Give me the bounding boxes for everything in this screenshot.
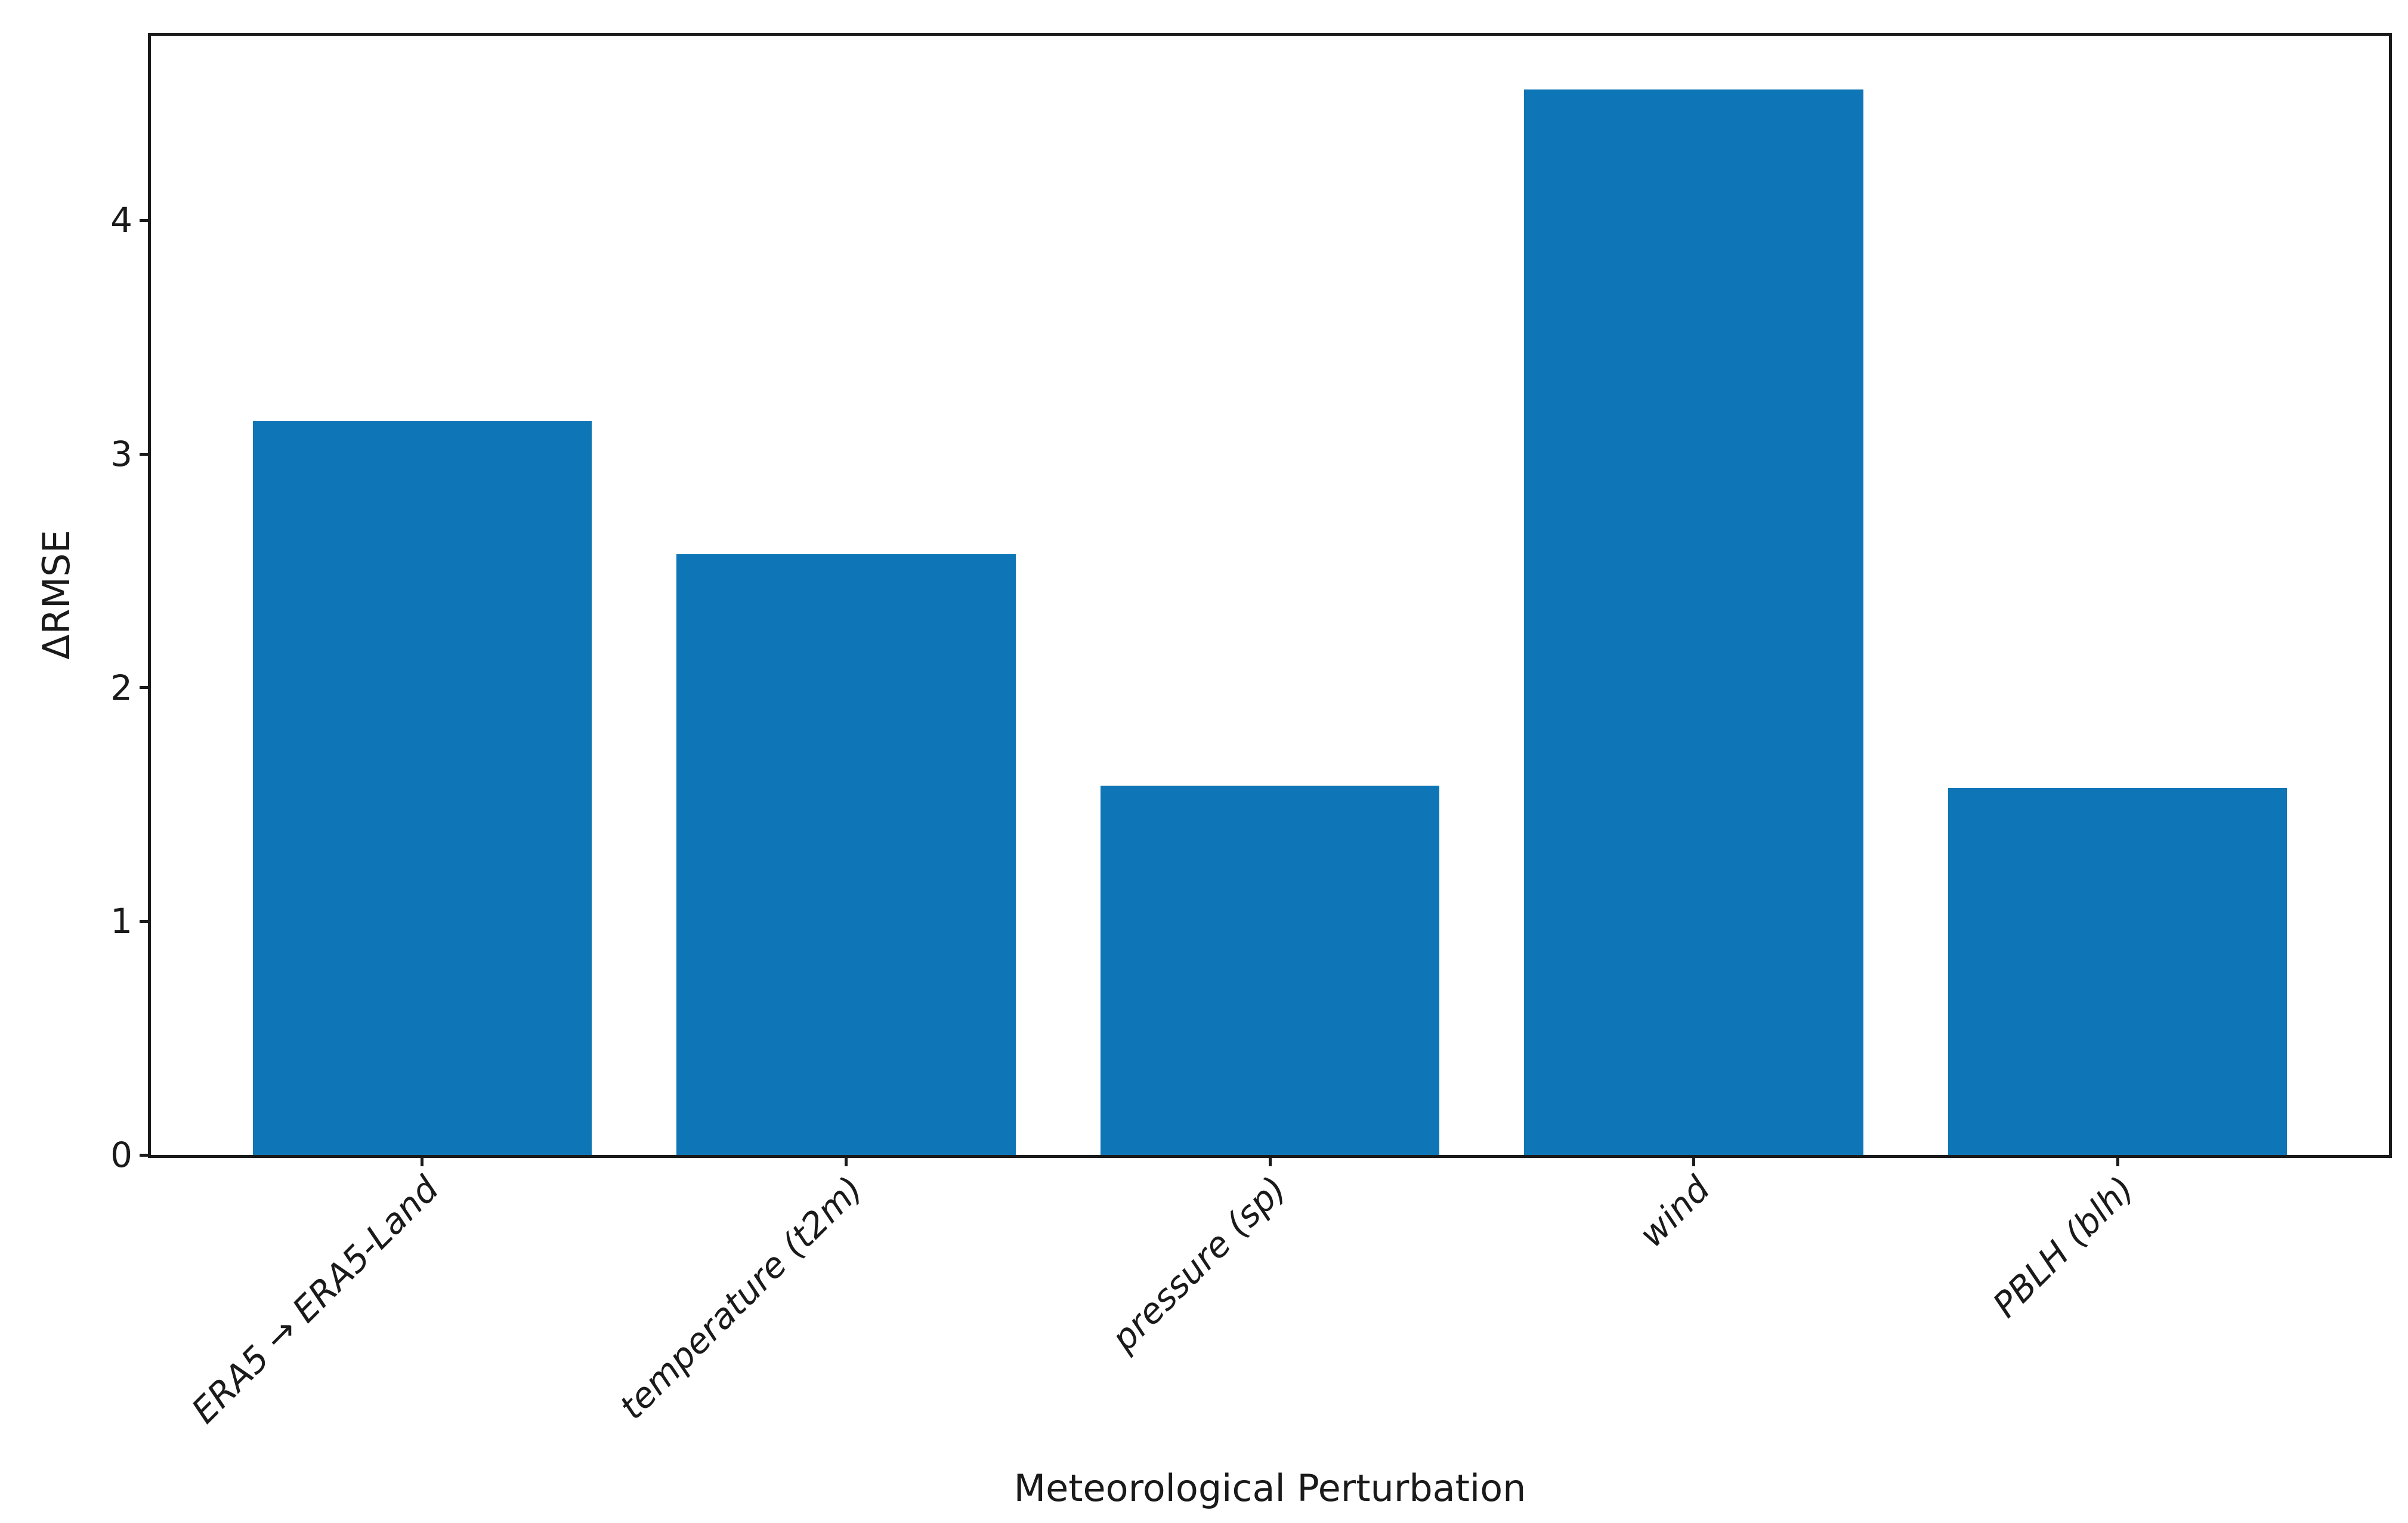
bar [1524,89,1863,1155]
y-tick-mark [140,218,148,222]
y-tick-label: 0 [110,1135,132,1175]
y-tick-mark [140,452,148,456]
bar [1100,786,1440,1155]
y-tick-label: 1 [110,901,132,942]
x-tick-label: pressure (sp) [1103,1168,1294,1360]
bar [676,554,1016,1155]
x-tick-mark [421,1158,424,1166]
x-tick-label: ERA5 → ERA5-Land [184,1168,447,1432]
y-tick-mark [140,919,148,923]
x-tick-mark [2116,1158,2119,1166]
y-tick-label: 3 [110,434,132,475]
plot-area: ERA5 → ERA5-Land temperature (t2m) pressur… [110,33,2392,1431]
y-tick-mark [140,1153,148,1157]
x-tick-label: wind [1631,1168,1718,1255]
y-axis-label: ΔRMSE [35,530,78,660]
bar [252,421,592,1155]
x-tick-label: temperature (t2m) [611,1168,871,1428]
x-tick-mark [1692,1158,1696,1166]
y-tick-mark [140,686,148,690]
x-tick-label: PBLH (blh) [1984,1168,2142,1326]
x-tick-mark [844,1158,848,1166]
x-axis-label: Meteorological Perturbation [1013,1466,1526,1510]
x-tick-mark [1268,1158,1272,1166]
bar [1948,788,2288,1155]
y-tick-label: 4 [110,200,132,241]
y-tick-label: 2 [110,667,132,708]
